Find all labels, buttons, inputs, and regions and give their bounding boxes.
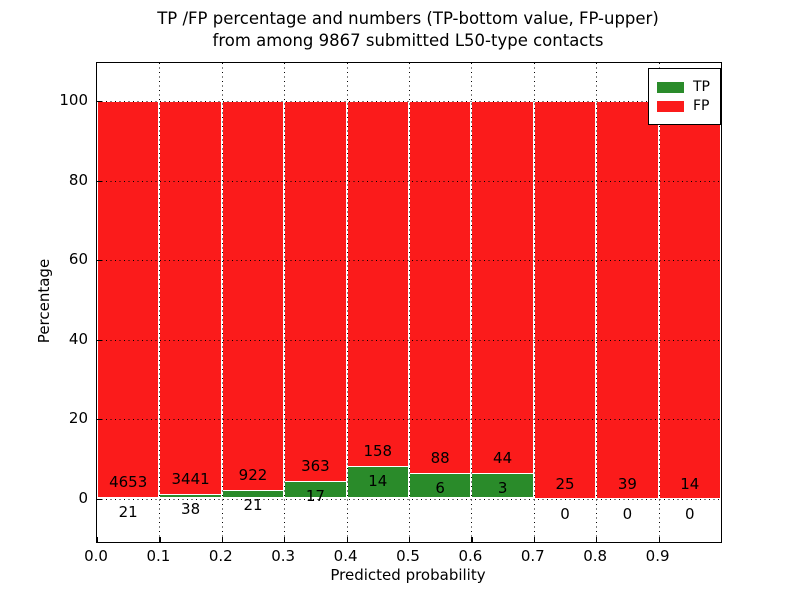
x-tick-mark <box>409 537 411 542</box>
tp-count-label: 14 <box>368 472 388 491</box>
y-tick-mark <box>97 101 102 103</box>
x-tick-mark <box>97 537 99 542</box>
legend-item-tp: TP <box>657 79 710 95</box>
gridline-vertical <box>471 63 473 542</box>
x-tick-label: 0.9 <box>645 547 670 565</box>
fp-count-label: 363 <box>301 456 330 475</box>
fp-count-label: 158 <box>363 442 393 461</box>
x-tick-label: 0.6 <box>458 547 483 565</box>
bar-segment-fp <box>97 101 160 499</box>
gridline-vertical <box>159 63 161 542</box>
tp-count-label: 38 <box>181 500 201 519</box>
x-tick-mark <box>658 537 660 542</box>
tp-count-label: 6 <box>435 479 445 498</box>
tp-count-label: 0 <box>622 504 633 523</box>
gridline-vertical <box>284 63 286 542</box>
fp-count-label: 44 <box>493 449 513 468</box>
bar-segment-tp <box>409 473 472 499</box>
legend-item-fp: FP <box>657 98 710 114</box>
y-tick-label: 100 <box>59 91 88 109</box>
x-tick-mark <box>221 537 224 542</box>
bar-segment-fp <box>409 101 472 499</box>
chart-title-line-2: from among 9867 submitted L50-type conta… <box>212 31 604 50</box>
bar-segment-fp <box>471 101 534 499</box>
bar-segment-tp <box>346 466 409 499</box>
y-tick-label: 40 <box>68 329 88 348</box>
y-tick-mark <box>97 498 102 500</box>
legend-label: FP <box>693 98 710 114</box>
tp-count-label: 17 <box>305 486 325 505</box>
x-axis-label: Predicted probability <box>330 566 486 584</box>
bar-segment-fp <box>658 101 721 499</box>
bar-segment-tp <box>97 496 160 499</box>
x-tick-label: 0.0 <box>84 547 108 565</box>
gridline-vertical <box>658 63 660 542</box>
gridline-vertical <box>596 63 598 542</box>
y-tick-label: 0 <box>78 488 88 507</box>
gridline-vertical <box>221 63 223 542</box>
tp-count-label: 0 <box>560 504 570 523</box>
bar-segment-fp <box>221 101 285 499</box>
x-tick-mark <box>346 537 348 542</box>
y-tick-mark <box>97 180 102 182</box>
plot-area: 4653 21 3441 38 922 21 363 17 158 14 88 6 44 3 25 0 39 0 1… <box>96 62 722 543</box>
fp-count-label: 88 <box>430 449 450 468</box>
x-tick-mark <box>596 537 598 542</box>
legend-swatch-tp <box>657 81 684 93</box>
legend-label: TP <box>693 79 710 95</box>
y-tick-mark <box>97 260 102 262</box>
x-tick-mark <box>284 537 286 542</box>
y-tick-mark <box>97 419 102 421</box>
bar-segment-fp <box>284 101 347 499</box>
x-tick-mark <box>159 537 161 542</box>
y-tick-mark <box>97 339 102 341</box>
bar-segment-fp <box>533 101 597 499</box>
x-tick-label: 0.3 <box>271 547 296 565</box>
bar-segment-fp <box>159 101 222 499</box>
fp-count-label: 39 <box>617 474 637 493</box>
y-tick-label: 80 <box>68 170 88 189</box>
x-tick-label: 0.7 <box>520 547 545 565</box>
bar-segment-fp <box>346 101 409 499</box>
y-axis-label: Percentage <box>35 258 53 344</box>
tp-count-label: 21 <box>243 495 263 514</box>
bar-segment-fp <box>596 101 659 499</box>
y-tick-label: 60 <box>68 250 88 268</box>
fp-count-label: 14 <box>680 474 700 493</box>
gridline-vertical <box>409 63 410 542</box>
x-tick-label: 0.1 <box>146 547 171 565</box>
tp-count-label: 0 <box>685 504 695 523</box>
tp-count-label: 21 <box>118 502 138 521</box>
legend: TP FP <box>648 68 721 125</box>
fp-count-label: 25 <box>555 474 575 493</box>
x-tick-label: 0.2 <box>208 547 233 565</box>
legend-swatch-fp <box>657 100 684 112</box>
x-tick-label: 0.8 <box>583 547 608 565</box>
y-tick-label: 20 <box>68 409 88 427</box>
x-tick-label: 0.5 <box>396 547 420 565</box>
fp-count-label: 4653 <box>109 472 148 491</box>
x-tick-mark <box>471 537 473 542</box>
gridline-vertical <box>346 63 348 542</box>
x-tick-mark <box>533 537 536 542</box>
bar-segment-tp <box>471 473 534 499</box>
gridline-vertical <box>533 63 535 542</box>
fp-count-label: 3441 <box>171 470 210 489</box>
chart-title-line-1: TP /FP percentage and numbers (TP-bottom… <box>157 9 659 28</box>
fp-count-label: 922 <box>238 465 268 484</box>
tp-count-label: 3 <box>497 479 508 498</box>
x-tick-label: 0.4 <box>333 547 358 565</box>
